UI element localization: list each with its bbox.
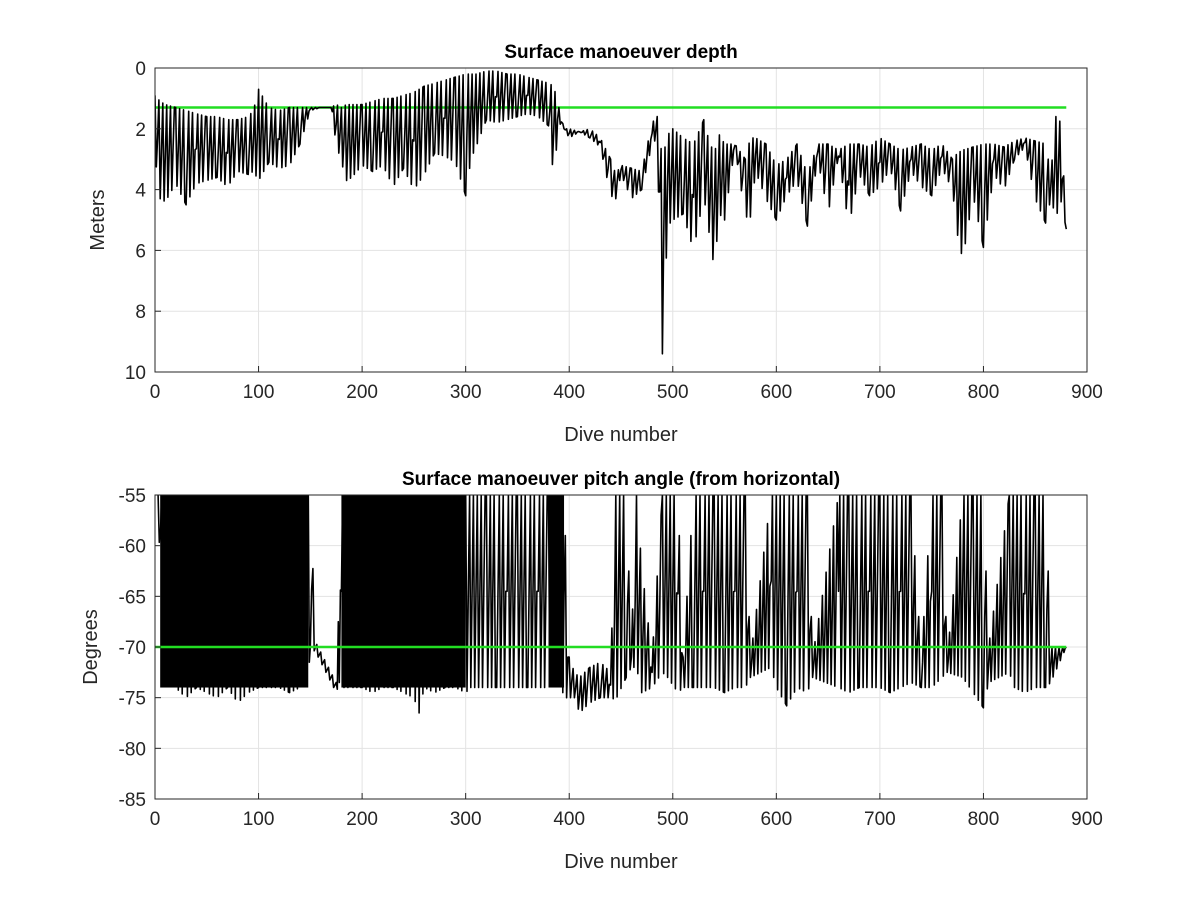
depth-y-tick-label: 8: [135, 302, 146, 323]
depth-y-tick-label: 6: [135, 241, 146, 262]
pitch-y-tick-label: -60: [119, 537, 146, 558]
depth-y-ticks: 0 2 4 6 8 10: [125, 59, 161, 384]
pitch-y-tick-label: -65: [119, 587, 146, 608]
depth-x-tick-label: 500: [657, 382, 689, 403]
pitch-y-ticks: -55 -60 -65 -70 -75 -80 -85: [119, 486, 161, 811]
depth-x-tick-label: 800: [968, 382, 1000, 403]
depth-y-tick-label: 4: [135, 181, 146, 202]
pitch-chart-title: Surface manoeuver pitch angle (from hori…: [402, 469, 840, 490]
depth-data-line: [155, 70, 1068, 355]
depth-x-tick-label: 900: [1071, 382, 1103, 403]
pitch-x-tick-label: 700: [864, 809, 896, 830]
depth-x-tick-label: 100: [243, 382, 275, 403]
depth-y-tick-label: 0: [135, 59, 146, 80]
depth-x-tick-label: 0: [150, 382, 161, 403]
pitch-x-tick-label: 0: [150, 809, 161, 830]
pitch-y-axis-label: Degrees: [80, 609, 102, 685]
pitch-x-tick-label: 800: [968, 809, 1000, 830]
depth-x-tick-label: 300: [450, 382, 482, 403]
depth-subplot: 0 100 200 300 400 500 600 700 800 900 0 2 4 6 8 10 Sur…: [87, 42, 1103, 446]
pitch-x-tick-label: 900: [1071, 809, 1103, 830]
depth-x-tick-label: 400: [553, 382, 585, 403]
pitch-x-tick-label: 300: [450, 809, 482, 830]
depth-x-tick-label: 600: [760, 382, 792, 403]
pitch-x-ticks: 0 100 200 300 400 500 600 700 800 900: [150, 793, 1103, 830]
pitch-y-tick-label: -55: [119, 486, 146, 507]
pitch-y-tick-label: -80: [119, 739, 146, 760]
pitch-x-tick-label: 400: [553, 809, 585, 830]
depth-y-axis-label: Meters: [87, 189, 109, 250]
depth-series: [155, 70, 1068, 355]
depth-y-tick-label: 10: [125, 363, 146, 384]
depth-chart-title: Surface manoeuver depth: [504, 42, 737, 63]
pitch-subplot: 0 100 200 300 400 500 600 700 800 900 -55 -60 -65 -7…: [80, 469, 1103, 873]
pitch-y-tick-label: -75: [119, 689, 146, 710]
depth-plot-area: [155, 68, 1087, 372]
pitch-x-tick-label: 200: [346, 809, 378, 830]
pitch-series: [157, 495, 1067, 714]
pitch-x-tick-label: 600: [760, 809, 792, 830]
depth-x-axis-label: Dive number: [564, 424, 678, 446]
pitch-x-axis-label: Dive number: [564, 851, 678, 873]
depth-x-tick-label: 200: [346, 382, 378, 403]
depth-y-tick-label: 2: [135, 120, 146, 141]
pitch-y-tick-label: -70: [119, 638, 146, 659]
pitch-data-line: [157, 495, 1067, 714]
depth-x-ticks: 0 100 200 300 400 500 600 700 800 900: [150, 366, 1103, 403]
pitch-x-tick-label: 500: [657, 809, 689, 830]
pitch-x-tick-label: 100: [243, 809, 275, 830]
depth-axes-box: [154, 67, 1088, 373]
pitch-y-tick-label: -85: [119, 790, 146, 811]
depth-x-tick-label: 700: [864, 382, 896, 403]
